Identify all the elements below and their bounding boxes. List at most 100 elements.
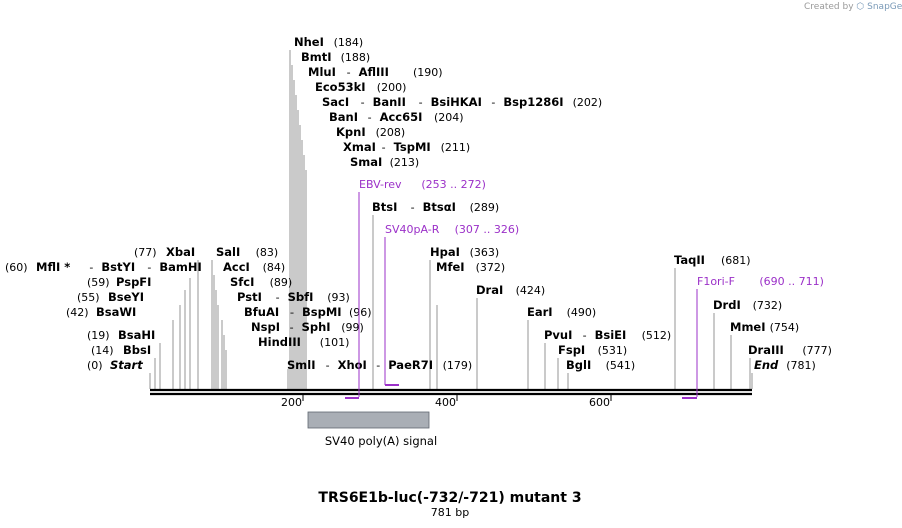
enzyme-site-saci[interactable]: SacI - BanII - BsiHKAI - Bsp1286I (202) xyxy=(322,95,602,109)
enzyme-name[interactable]: HindIII xyxy=(258,335,301,349)
enzyme-name[interactable]: BseYI xyxy=(108,290,144,304)
enzyme-name[interactable]: Start xyxy=(110,358,143,372)
enzyme-site-psti[interactable]: PstI - SbfI (93) xyxy=(237,290,350,304)
enzyme-name[interactable]: SfcI xyxy=(230,275,254,289)
enzyme-name[interactable]: BamHI xyxy=(159,260,201,274)
enzyme-site-xbai[interactable]: (77) XbaI xyxy=(134,245,195,259)
enzyme-name[interactable]: BspMI xyxy=(302,305,342,319)
enzyme-site-sfci[interactable]: SfcI (89) xyxy=(230,275,292,289)
enzyme-site-pvui[interactable]: PvuI - BsiEI (512) xyxy=(544,328,671,342)
enzyme-name[interactable]: FspI xyxy=(558,343,585,357)
enzyme-name[interactable]: BglI xyxy=(566,358,591,372)
enzyme-name[interactable]: BfuAI xyxy=(244,305,279,319)
enzyme-name[interactable]: SmlI xyxy=(287,358,316,372)
enzyme-site-mmei[interactable]: MmeI (754) xyxy=(730,320,799,334)
enzyme-name[interactable]: Eco53kI xyxy=(315,80,366,94)
enzyme-site-eco53ki[interactable]: Eco53kI (200) xyxy=(315,80,406,94)
enzyme-name[interactable]: DraIII xyxy=(748,343,784,357)
enzyme-name[interactable]: MfeI xyxy=(436,260,465,274)
enzyme-site-drai[interactable]: DraI (424) xyxy=(476,283,545,297)
enzyme-site-acci[interactable]: AccI (84) xyxy=(223,260,285,274)
primer-sv40pa-r[interactable]: SV40pA-R (307 .. 326) xyxy=(384,223,519,386)
enzyme-site-drdi[interactable]: DrdI (732) xyxy=(713,298,782,312)
enzyme-name[interactable]: End xyxy=(754,358,779,372)
primer-name[interactable]: SV40pA-R xyxy=(385,223,440,236)
enzyme-name[interactable]: DrdI xyxy=(713,298,741,312)
enzyme-site-bfuai[interactable]: BfuAI - BspMI (96) xyxy=(244,305,372,319)
enzyme-site-bsawi[interactable]: (42) BsaWI xyxy=(66,305,136,319)
enzyme-name[interactable]: Acc65I xyxy=(380,110,423,124)
enzyme-name[interactable]: PspFI xyxy=(116,275,151,289)
enzyme-name[interactable]: BbsI xyxy=(123,343,151,357)
enzyme-name[interactable]: XhoI xyxy=(338,358,367,372)
enzyme-site-hindiii[interactable]: HindIII (101) xyxy=(258,335,349,349)
enzyme-name[interactable]: BanI xyxy=(329,110,358,124)
enzyme-site-bgli[interactable]: BglI (541) xyxy=(566,358,635,372)
enzyme-name[interactable]: BtsαI xyxy=(423,200,456,214)
enzyme-site-fspi[interactable]: FspI (531) xyxy=(558,343,627,357)
enzyme-name[interactable]: EarI xyxy=(527,305,553,319)
enzyme-site-bbsi[interactable]: (14) BbsI xyxy=(91,343,151,357)
enzyme-name[interactable]: PaeR7I xyxy=(388,358,433,372)
enzyme-name[interactable]: KpnI xyxy=(336,125,366,139)
enzyme-name[interactable]: SphI xyxy=(302,320,331,334)
enzyme-site-smli[interactable]: SmlI - XhoI - PaeR7I (179) xyxy=(287,358,472,372)
enzyme-name[interactable]: BsiEI xyxy=(595,328,627,342)
enzyme-name[interactable]: MluI xyxy=(308,65,336,79)
enzyme-site-draiii[interactable]: DraIII (777) xyxy=(748,343,832,357)
enzyme-site-bmti[interactable]: BmtI (188) xyxy=(301,50,370,64)
enzyme-name[interactable]: AflIII xyxy=(359,65,389,79)
enzyme-name[interactable]: BsaHI xyxy=(118,328,155,342)
enzyme-name[interactable]: BsaWI xyxy=(96,305,136,319)
enzyme-position: (213) xyxy=(390,156,420,169)
enzyme-name[interactable]: MmeI xyxy=(730,320,766,334)
enzyme-name[interactable]: NspI xyxy=(251,320,280,334)
enzyme-name[interactable]: TspMI xyxy=(394,140,431,154)
primer-name[interactable]: F1ori-F xyxy=(697,275,735,288)
enzyme-name[interactable]: MflI * xyxy=(36,260,70,274)
enzyme-site-bseyi[interactable]: (55) BseYI xyxy=(77,290,144,304)
enzyme-site-smai[interactable]: SmaI (213) xyxy=(350,155,419,169)
primer-f1ori-f[interactable]: F1ori-F (690 .. 711) xyxy=(682,275,824,399)
primer-ebv-rev[interactable]: EBV-rev (253 .. 272) xyxy=(345,178,486,399)
enzyme-site-nhei[interactable]: NheI (184) xyxy=(294,35,363,49)
enzyme-site-sali[interactable]: SalI (83) xyxy=(216,245,278,259)
enzyme-site-end[interactable]: End (781) xyxy=(754,358,816,372)
enzyme-name[interactable]: PvuI xyxy=(544,328,572,342)
enzyme-name[interactable]: Bsp1286I xyxy=(503,95,563,109)
enzyme-site-mlui[interactable]: MluI - AflIII (190) xyxy=(308,65,443,79)
enzyme-site-eari[interactable]: EarI (490) xyxy=(527,305,596,319)
enzyme-site-mfli[interactable]: (60) MflI * - BstYI - BamHI xyxy=(5,260,202,274)
enzyme-name[interactable]: SbfI xyxy=(288,290,314,304)
enzyme-name[interactable]: HpaI xyxy=(430,245,460,259)
enzyme-name[interactable]: SalI xyxy=(216,245,240,259)
enzyme-site-nspi[interactable]: NspI - SphI (99) xyxy=(251,320,364,334)
enzyme-site-pspfi[interactable]: (59) PspFI xyxy=(87,275,151,289)
enzyme-site-bani[interactable]: BanI - Acc65I (204) xyxy=(329,110,464,124)
enzyme-site-start[interactable]: (0) Start xyxy=(87,358,143,372)
enzyme-name[interactable]: BmtI xyxy=(301,50,332,64)
enzyme-name[interactable]: DraI xyxy=(476,283,503,297)
enzyme-site-btsi[interactable]: BtsI - BtsαI (289) xyxy=(372,200,499,214)
enzyme-position: (541) xyxy=(606,359,636,372)
enzyme-name[interactable]: SacI xyxy=(322,95,349,109)
enzyme-name[interactable]: PstI xyxy=(237,290,262,304)
enzyme-site-xmai[interactable]: XmaI - TspMI (211) xyxy=(343,140,470,154)
enzyme-name[interactable]: BstYI xyxy=(101,260,135,274)
enzyme-name[interactable]: AccI xyxy=(223,260,250,274)
enzyme-name[interactable]: NheI xyxy=(294,35,324,49)
enzyme-name[interactable]: BtsI xyxy=(372,200,397,214)
enzyme-site-mfei[interactable]: MfeI (372) xyxy=(436,260,505,274)
enzyme-name[interactable]: TaqII xyxy=(674,253,705,267)
primer-name[interactable]: EBV-rev xyxy=(359,178,402,191)
enzyme-name[interactable]: BsiHKAI xyxy=(431,95,482,109)
feature-sv40-polya-signal[interactable]: SV40 poly(A) signal xyxy=(307,411,437,448)
enzyme-site-kpni[interactable]: KpnI (208) xyxy=(336,125,405,139)
enzyme-name[interactable]: XmaI xyxy=(343,140,376,154)
enzyme-name[interactable]: SmaI xyxy=(350,155,382,169)
enzyme-site-hpai[interactable]: HpaI (363) xyxy=(430,245,499,259)
enzyme-site-bsahi[interactable]: (19) BsaHI xyxy=(87,328,155,342)
enzyme-name[interactable]: XbaI xyxy=(166,245,195,259)
enzyme-site-taqii[interactable]: TaqII (681) xyxy=(674,253,751,267)
enzyme-name[interactable]: BanII xyxy=(373,95,406,109)
